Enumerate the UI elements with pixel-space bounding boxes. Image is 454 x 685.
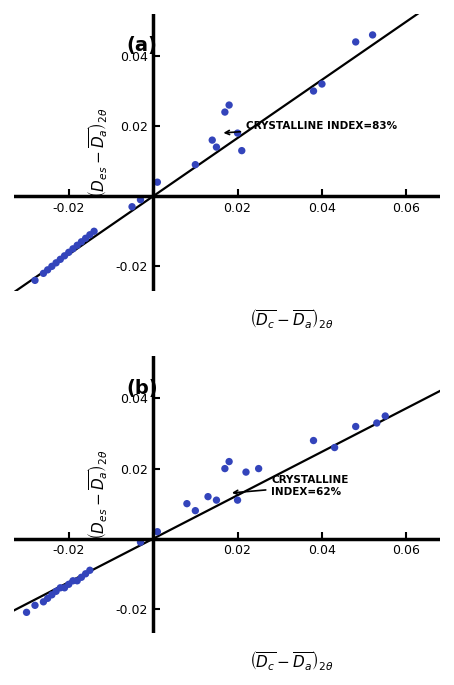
Point [74, 575, 81, 586]
Point [234, 495, 241, 506]
Point [53, 258, 60, 269]
Point [65, 247, 72, 258]
Point [310, 86, 317, 97]
Point [192, 505, 199, 516]
Point [40, 597, 47, 608]
Text: CRYSTALLINE
INDEX=62%: CRYSTALLINE INDEX=62% [234, 475, 349, 497]
Point [331, 442, 338, 453]
Point [31, 600, 39, 611]
Point [44, 593, 51, 603]
Point [61, 582, 68, 593]
Point [352, 36, 360, 47]
Point [57, 254, 64, 265]
Point [238, 145, 246, 156]
Point [208, 135, 216, 146]
Text: CRYSTALLINE INDEX=83%: CRYSTALLINE INDEX=83% [225, 121, 397, 134]
Text: (b): (b) [126, 379, 158, 397]
X-axis label: $\left(\overline{D_c}-\overline{D_a}\right)_{2\theta}$: $\left(\overline{D_c}-\overline{D_a}\rig… [249, 308, 333, 331]
Point [213, 142, 220, 153]
Point [53, 586, 60, 597]
Point [373, 418, 380, 429]
Point [242, 466, 250, 477]
Point [204, 491, 212, 502]
Y-axis label: $\left(D_{es}-\overline{D_a}\right)_{2\theta}$: $\left(D_{es}-\overline{D_a}\right)_{2\t… [86, 107, 110, 198]
Point [44, 264, 51, 275]
Point [90, 226, 98, 237]
Point [137, 195, 144, 206]
Point [48, 261, 55, 272]
Point [78, 572, 85, 583]
Point [234, 127, 241, 138]
Point [74, 240, 81, 251]
Point [221, 107, 228, 118]
Point [213, 495, 220, 506]
Point [154, 177, 161, 188]
Point [31, 275, 39, 286]
Point [318, 79, 326, 90]
Text: (a): (a) [126, 36, 157, 55]
Point [48, 589, 55, 600]
Point [192, 159, 199, 170]
Point [310, 435, 317, 446]
Point [86, 565, 94, 576]
Point [82, 569, 89, 580]
Point [69, 243, 77, 254]
Point [23, 607, 30, 618]
Point [78, 236, 85, 247]
Point [82, 233, 89, 244]
Point [221, 463, 228, 474]
Point [255, 463, 262, 474]
Y-axis label: $\left(D_{es}-\overline{D_a}\right)_{2\theta}$: $\left(D_{es}-\overline{D_a}\right)_{2\t… [86, 449, 110, 540]
Point [128, 201, 136, 212]
Point [61, 250, 68, 261]
Point [369, 29, 376, 40]
Point [183, 498, 191, 509]
X-axis label: $\left(\overline{D_c}-\overline{D_a}\right)_{2\theta}$: $\left(\overline{D_c}-\overline{D_a}\rig… [249, 650, 333, 673]
Point [352, 421, 360, 432]
Point [69, 575, 77, 586]
Point [154, 526, 161, 537]
Point [382, 410, 389, 421]
Point [57, 582, 64, 593]
Point [226, 99, 233, 110]
Point [86, 229, 94, 240]
Point [137, 537, 144, 548]
Point [226, 456, 233, 467]
Point [65, 579, 72, 590]
Point [40, 268, 47, 279]
